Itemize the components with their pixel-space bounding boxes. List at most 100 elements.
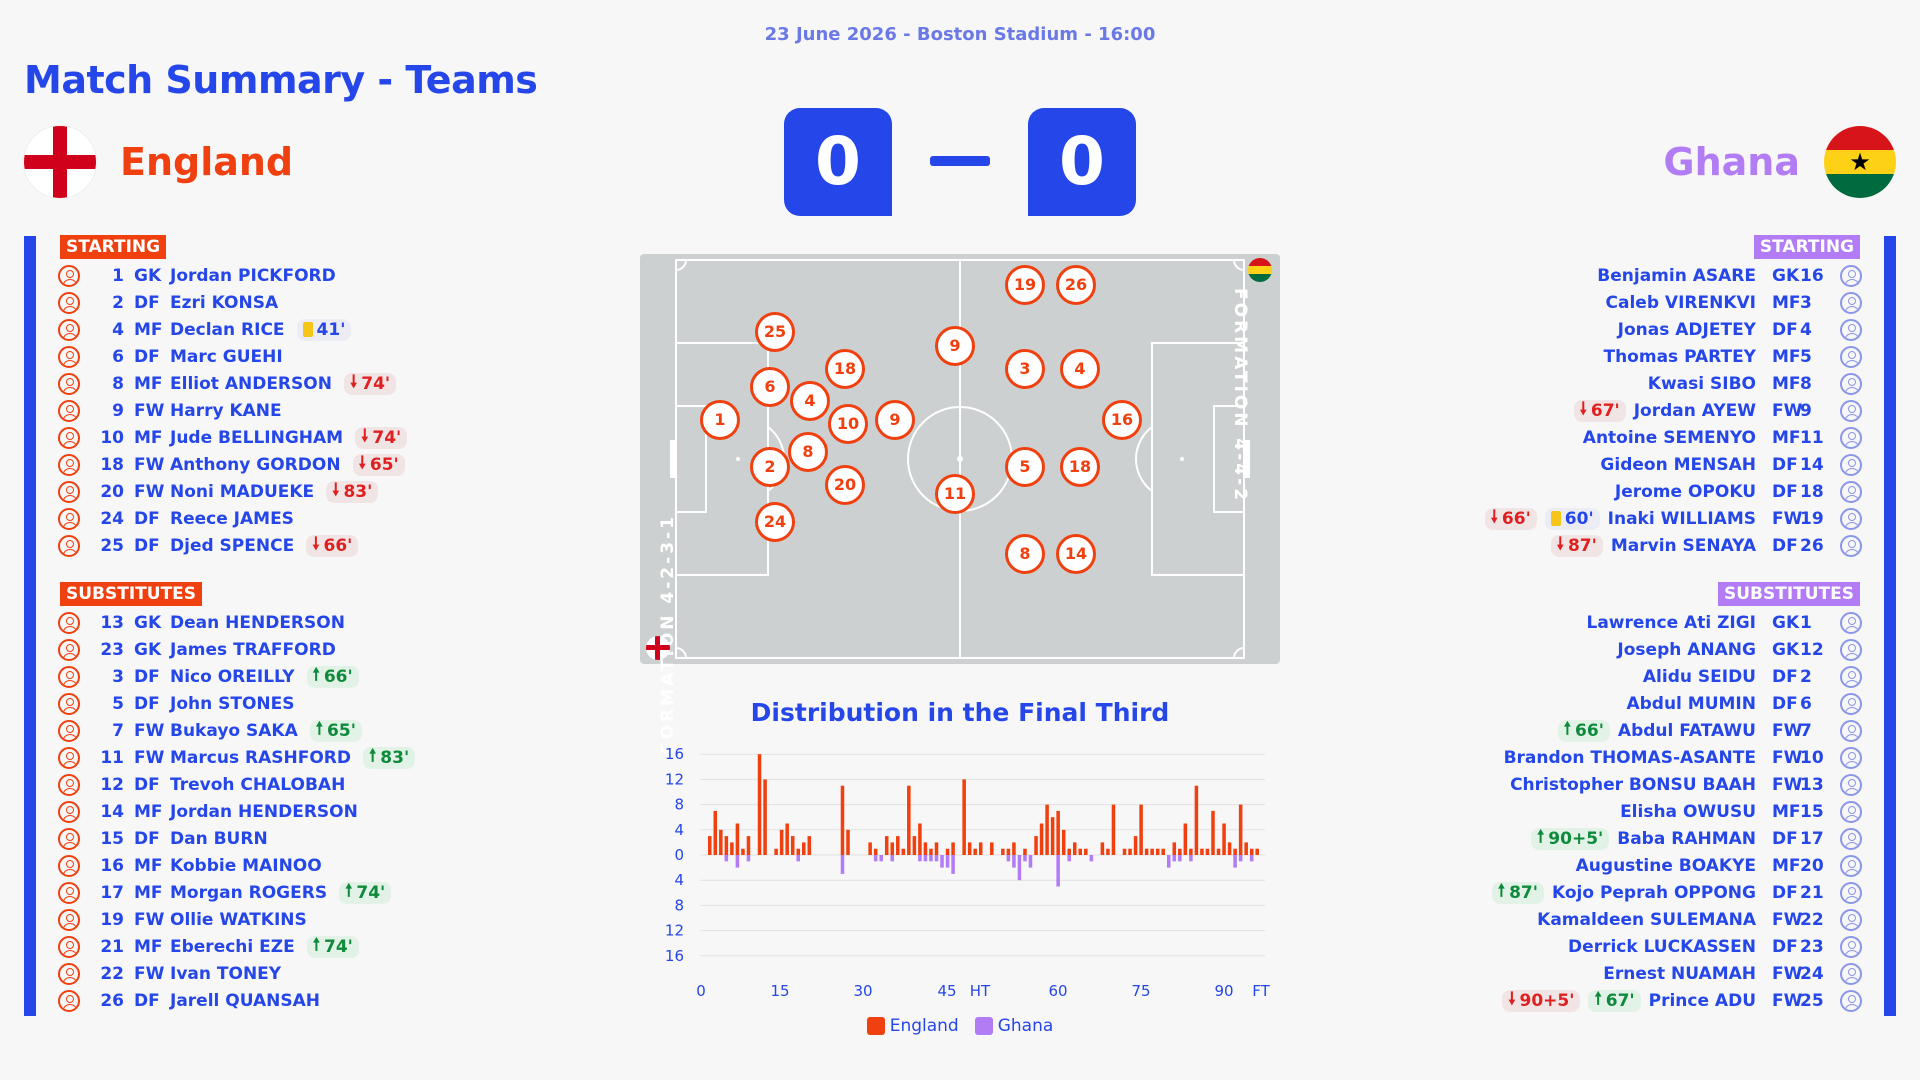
england-bar xyxy=(790,836,795,855)
x-tick-label: 90 xyxy=(1214,982,1233,1000)
player-number: 2 xyxy=(112,292,124,313)
player-row[interactable]: Christopher BONSU BAAH FW 13 xyxy=(1492,771,1862,798)
event-minute: 74' xyxy=(324,936,353,957)
player-row[interactable]: Kamaldeen SULEMANA FW 22 xyxy=(1492,906,1862,933)
player-row[interactable]: 🠕 90+5' Baba RAHMAN DF 17 xyxy=(1492,825,1862,852)
player-row[interactable]: Elisha OWUSU MF 15 xyxy=(1492,798,1862,825)
player-number: 14 xyxy=(1800,454,1824,475)
england-flag-icon xyxy=(24,126,96,198)
player-row[interactable]: 11 FW Marcus RASHFORD 🠕 83' xyxy=(58,744,416,771)
player-row[interactable]: Benjamin ASARE GK 16 xyxy=(1485,262,1862,289)
england-bar xyxy=(1227,842,1232,855)
player-row[interactable]: 12 DF Trevoh CHALOBAH xyxy=(58,771,415,798)
player-avatar-icon xyxy=(1840,773,1862,796)
england-bar xyxy=(973,848,977,855)
player-number: 20 xyxy=(1800,855,1824,876)
player-row[interactable]: 21 MF Eberechi EZE 🠕 74' xyxy=(58,933,415,960)
player-row[interactable]: Abdul MUMIN DF 6 xyxy=(1492,690,1862,717)
player-row[interactable]: Lawrence Ati ZIGI GK 1 xyxy=(1492,609,1862,636)
legend-england-swatch xyxy=(866,1017,885,1035)
arrow-down-icon: 🠗 xyxy=(1579,399,1587,419)
player-row[interactable]: 17 MF Morgan ROGERS 🠕 74' xyxy=(58,879,415,906)
player-row[interactable]: Jerome OPOKU DF 18 xyxy=(1485,478,1862,505)
player-row[interactable]: Kwasi SIBO MF 8 xyxy=(1485,370,1862,397)
england-bar xyxy=(746,836,751,855)
player-row[interactable]: 10 MF Jude BELLINGHAM 🠗 74' xyxy=(58,424,408,451)
player-row[interactable]: 🠗 87' Marvin SENAYA DF 26 xyxy=(1485,532,1862,559)
player-number: 19 xyxy=(1800,508,1824,529)
player-name: Jarell QUANSAH xyxy=(170,990,321,1011)
player-row[interactable]: 9 FW Harry KANE xyxy=(58,397,407,424)
player-row[interactable]: 23 GK James TRAFFORD xyxy=(58,636,415,663)
player-row[interactable]: Gideon MENSAH DF 14 xyxy=(1485,451,1862,478)
player-row[interactable]: Augustine BOAKYE MF 20 xyxy=(1492,852,1862,879)
ghana-bar xyxy=(1238,855,1243,862)
player-row[interactable]: 20 FW Noni MADUEKE 🠗 83' xyxy=(58,478,407,505)
pitch-player-marker: 5 xyxy=(1005,447,1045,487)
player-row[interactable]: Jonas ADJETEY DF 4 xyxy=(1485,316,1862,343)
player-row[interactable]: 16 MF Kobbie MAINOO xyxy=(58,852,415,879)
home-starting-list: 1 GK Jordan PICKFORD 2 DF Ezri KONSA 4 MF Declan… xyxy=(58,262,408,559)
player-position: DF xyxy=(1772,693,1798,714)
player-name: Trevoh CHALOBAH xyxy=(170,774,346,795)
player-row[interactable]: Ernest NUAMAH FW 24 xyxy=(1492,960,1862,987)
player-row[interactable]: 25 DF Djed SPENCE 🠗 66' xyxy=(58,532,407,559)
player-row[interactable]: 7 FW Bukayo SAKA 🠕 65' xyxy=(58,717,415,744)
yellow-card-icon xyxy=(302,322,313,337)
player-name: Augustine BOAKYE xyxy=(1575,855,1756,876)
player-row[interactable]: 🠕 66' Abdul FATAWU FW 7 xyxy=(1492,717,1862,744)
player-avatar-icon xyxy=(1840,962,1862,985)
player-position: FW xyxy=(134,909,165,930)
player-row[interactable]: Alidu SEIDU DF 2 xyxy=(1492,663,1862,690)
england-bar xyxy=(918,823,922,855)
player-row[interactable]: 🠕 87' Kojo Peprah OPPONG DF 21 xyxy=(1491,879,1862,906)
arrow-up-icon: 🠕 xyxy=(1497,881,1506,901)
y-tick-label: 4 xyxy=(674,821,684,839)
player-number: 6 xyxy=(1800,693,1812,714)
player-row[interactable]: 26 DF Jarell QUANSAH xyxy=(58,987,415,1014)
player-position: FW xyxy=(1772,747,1803,768)
player-avatar-icon xyxy=(58,264,80,287)
player-avatar-icon xyxy=(58,480,80,503)
pitch-player-marker: 20 xyxy=(825,465,865,505)
player-row[interactable]: 3 DF Nico OREILLY 🠕 66' xyxy=(58,663,415,690)
england-bar xyxy=(1189,848,1193,855)
player-row[interactable]: Brandon THOMAS-ASANTE FW 10 xyxy=(1492,744,1862,771)
player-row[interactable]: Thomas PARTEY MF 5 xyxy=(1485,343,1862,370)
player-row[interactable]: 19 FW Ollie WATKINS xyxy=(58,906,415,933)
player-row[interactable]: 13 GK Dean HENDERSON xyxy=(58,609,415,636)
player-row[interactable]: 🠗 67' Jordan AYEW FW 9 xyxy=(1485,397,1862,424)
player-number: 23 xyxy=(100,639,124,660)
england-bar xyxy=(1122,848,1127,855)
player-name: Ernest NUAMAH xyxy=(1603,963,1756,984)
player-row[interactable]: 14 MF Jordan HENDERSON xyxy=(58,798,415,825)
player-row[interactable]: 24 DF Reece JAMES xyxy=(58,505,407,532)
sub-off-badge: 🠗 67' xyxy=(1573,399,1626,422)
player-row[interactable]: 4 MF Declan RICE 41' xyxy=(58,316,407,343)
y-tick-label: 12 xyxy=(665,770,684,788)
player-row[interactable]: 5 DF John STONES xyxy=(58,690,415,717)
player-position: FW xyxy=(134,720,165,741)
player-row[interactable]: 1 GK Jordan PICKFORD xyxy=(58,262,407,289)
player-row[interactable]: 🠗 90+5' 🠕 67' Prince ADU FW 25 xyxy=(1492,987,1862,1014)
player-row[interactable]: Joseph ANANG GK 12 xyxy=(1492,636,1862,663)
player-row[interactable]: Antoine SEMENYO MF 11 xyxy=(1485,424,1862,451)
player-row[interactable]: 15 DF Dan BURN xyxy=(58,825,415,852)
ghana-bar xyxy=(1172,855,1177,862)
player-row[interactable]: Caleb VIRENKVI MF 3 xyxy=(1485,289,1862,316)
player-position: GK xyxy=(134,265,162,286)
player-row[interactable]: Derrick LUCKASSEN DF 23 xyxy=(1492,933,1862,960)
player-position: DF xyxy=(134,693,160,714)
y-tick-label: 4 xyxy=(674,871,684,889)
player-position: MF xyxy=(1772,373,1801,394)
player-row[interactable]: 2 DF Ezri KONSA xyxy=(58,289,407,316)
player-row[interactable]: 22 FW Ivan TONEY xyxy=(58,960,415,987)
player-position: GK xyxy=(1772,612,1800,633)
player-row[interactable]: 8 MF Elliot ANDERSON 🠗 74' xyxy=(58,370,407,397)
pitch-player-marker: 14 xyxy=(1056,534,1096,574)
player-row[interactable]: 18 FW Anthony GORDON 🠗 65' xyxy=(58,451,407,478)
player-row[interactable]: 6 DF Marc GUEHI xyxy=(58,343,407,370)
player-row[interactable]: 🠗 66' 60' Inaki WILLIAMS FW 19 xyxy=(1484,505,1862,532)
england-bar xyxy=(1078,848,1083,855)
player-number: 8 xyxy=(1800,373,1812,394)
